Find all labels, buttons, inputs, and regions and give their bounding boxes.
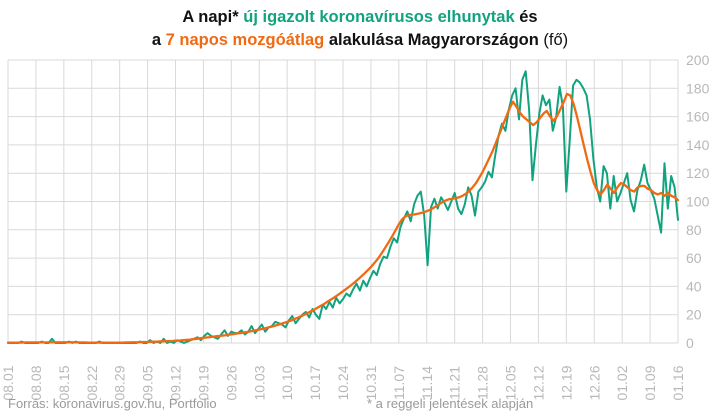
title-suffix: alakulása Magyarországon [328,31,539,49]
y-tick-label-160: 160 [686,109,710,125]
x-tick-label-10.24: 10.24 [335,365,351,400]
x-tick-label-11.21: 11.21 [447,366,463,400]
y-tick-label-100: 100 [686,194,710,210]
y-tick-label-80: 80 [686,222,702,238]
x-tick-label-08.08: 08.08 [28,365,44,400]
y-tick-label-140: 140 [686,137,710,153]
x-tick-label-08.29: 08.29 [112,365,128,400]
title-daily-series: új igazolt koronavírusos elhunytak [243,8,515,26]
title-asterisk: * [232,8,239,26]
y-tick-label-0: 0 [686,335,694,351]
title-prefix: A napi [182,8,233,26]
footnote: * a reggeli jelentések alapján [367,396,534,411]
x-tick-label-08.22: 08.22 [84,365,100,400]
title-line-2: a 7 napos mozgóátlag alakulása Magyarors… [0,29,720,52]
x-tick-label-09.05: 09.05 [140,365,156,400]
x-tick-label-08.01: 08.01 [0,365,16,400]
x-tick-label-01.09: 01.09 [642,365,658,400]
title-and: és [519,8,538,26]
y-tick-label-200: 200 [686,52,710,68]
x-tick-label-10.03: 10.03 [251,365,267,400]
x-tick-label-11.28: 11.28 [475,366,491,400]
source-note: Forrás: koronavirus.gov.hu, Portfolio [8,396,217,411]
x-tick-label-10.10: 10.10 [279,365,295,400]
x-tick-label-09.26: 09.26 [223,365,239,400]
x-tick-label-09.12: 09.12 [168,365,184,400]
x-tick-label-01.16: 01.16 [670,365,686,400]
x-tick-label-09.19: 09.19 [195,365,211,400]
title-unit: (fő) [543,31,569,49]
title-article: a [151,31,162,49]
x-tick-label-12.05: 12.05 [503,365,519,400]
x-tick-label-11.14: 11.14 [419,366,435,400]
x-tick-label-10.31: 10.31 [363,365,379,400]
title-line-1: A napi* új igazolt koronavírusos elhunyt… [0,6,720,29]
x-tick-label-10.17: 10.17 [307,365,323,400]
y-tick-label-120: 120 [686,165,710,181]
x-tick-label-12.26: 12.26 [586,365,602,400]
y-tick-label-20: 20 [686,307,702,323]
moving-average-line [6,92,680,344]
y-tick-label-180: 180 [686,80,710,96]
x-tick-label-12.19: 12.19 [558,365,574,400]
chart-title: A napi* új igazolt koronavírusos elhunyt… [0,6,720,52]
y-tick-label-60: 60 [686,250,702,266]
x-tick-label-08.15: 08.15 [56,365,72,400]
x-tick-label-11.07: 11.07 [391,366,407,400]
y-tick-label-40: 40 [686,278,702,294]
title-average-series: 7 napos mozgóátlag [165,31,325,49]
x-tick-label-01.02: 01.02 [614,365,630,400]
x-tick-label-12.12: 12.12 [530,365,546,400]
